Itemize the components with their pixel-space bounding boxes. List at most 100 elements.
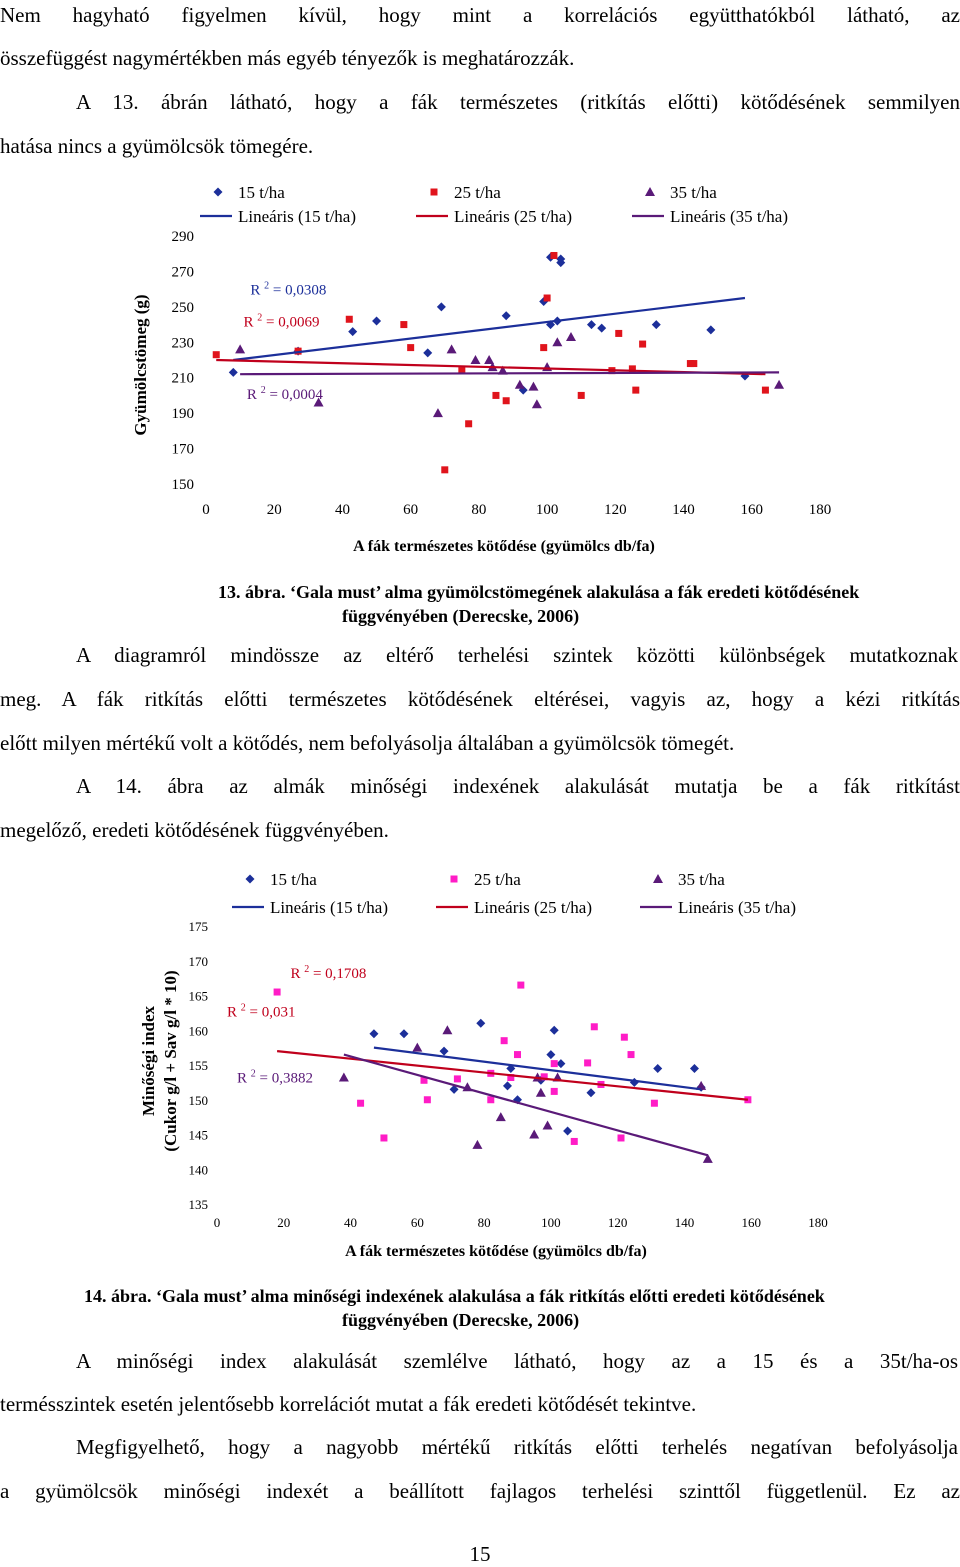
y-tick-label: 190 <box>172 406 195 422</box>
figure-13-chart: 150 170 190 210 230 250 270 290 0 20 40 60 80 100 120 1… <box>131 183 832 555</box>
data-point <box>570 1137 578 1145</box>
y-tick-label: 135 <box>189 1197 209 1212</box>
figure-13-caption: függvényében (Derecske, 2006) <box>342 606 580 626</box>
y-tick-label: 230 <box>172 335 195 351</box>
r-squared-label: R 2 = 0,0069 <box>244 312 320 330</box>
data-point <box>412 1042 423 1052</box>
data-point <box>442 1025 453 1035</box>
data-point <box>706 325 716 335</box>
paragraph-line: előtt milyen mértékű volt a kötődés, nem… <box>0 731 735 755</box>
x-tick-label: 40 <box>344 1215 357 1230</box>
page-number: 15 <box>469 1542 491 1566</box>
data-point <box>774 379 785 389</box>
paragraph-line: A minőségi index alakulását szemlélve lá… <box>76 1349 958 1373</box>
data-point <box>506 1063 516 1073</box>
x-tick-label: 0 <box>202 502 210 518</box>
data-point <box>543 294 551 302</box>
data-point <box>357 1099 365 1107</box>
data-point <box>399 1029 409 1039</box>
legend-label: 15 t/ha <box>238 183 285 202</box>
x-tick-label: 120 <box>608 1215 628 1230</box>
x-tick-label: 60 <box>411 1215 424 1230</box>
data-point <box>531 399 542 409</box>
paragraph-line: megelőző, eredeti kötődésének függvényéb… <box>0 818 389 842</box>
data-point <box>586 1088 596 1098</box>
x-tick-label: 20 <box>277 1215 290 1230</box>
data-point <box>615 329 623 337</box>
data-point <box>550 1060 558 1068</box>
y-tick-label: 150 <box>172 477 195 493</box>
data-point <box>369 1029 379 1039</box>
data-point <box>528 381 539 391</box>
data-point <box>449 1084 459 1094</box>
data-point <box>617 1134 625 1142</box>
data-point <box>546 1050 556 1060</box>
data-point <box>458 367 466 375</box>
data-point <box>542 362 553 372</box>
data-point <box>535 1087 546 1097</box>
data-point <box>470 355 481 364</box>
x-tick-label: 0 <box>214 1215 221 1230</box>
figure-14-chart: 135 140 145 150 155 160 165 170 175 0 20 40 60 80 100 1… <box>139 870 828 1260</box>
r-squared-label: R 2 = 0,3882 <box>237 1068 313 1086</box>
data-point <box>407 344 415 352</box>
data-point <box>556 258 566 268</box>
legend-label: 35 t/ha <box>678 870 725 889</box>
data-point <box>550 251 558 259</box>
y-axis-label: Gyümölcstömeg (g) <box>131 294 150 435</box>
r-squared-label: R 2 = 0,031 <box>227 1002 295 1020</box>
data-point <box>476 1018 486 1028</box>
trendline <box>240 371 780 376</box>
data-point <box>597 323 607 333</box>
r-squared-label: R 2 = 0,0004 <box>247 385 323 403</box>
y-tick-label: 170 <box>172 442 195 458</box>
data-point <box>650 1099 658 1107</box>
data-point <box>761 386 769 394</box>
data-point <box>556 1059 566 1069</box>
data-point <box>348 327 358 337</box>
y-tick-label: 250 <box>172 300 195 316</box>
data-point <box>590 1023 598 1031</box>
legend-label: Lineáris (15 t/ha) <box>238 207 356 226</box>
x-tick-label: 180 <box>809 502 832 518</box>
data-point <box>273 988 281 996</box>
x-tick-label: 100 <box>541 1215 561 1230</box>
data-point <box>501 311 511 321</box>
data-point <box>439 1046 449 1056</box>
data-point <box>441 466 449 474</box>
y-tick-label: 170 <box>189 954 209 969</box>
data-point <box>212 351 220 359</box>
x-axis-label: A fák természetes kötődése (gyümölcs db/… <box>345 1243 647 1260</box>
data-point <box>313 397 324 407</box>
paragraph-line: Nem hagyható figyelmen kívül, hogy mint … <box>0 3 960 27</box>
legend-label: 25 t/ha <box>454 183 501 202</box>
figure-13-caption: 13. ábra. ‘Gala must’ alma gyümölcstömeg… <box>218 582 860 602</box>
paragraph-line: összefüggést nagymértékben más egyéb tén… <box>0 46 575 70</box>
x-tick-label: 20 <box>267 502 282 518</box>
figure-14-caption: 14. ábra. ‘Gala must’ alma minőségi inde… <box>84 1286 825 1306</box>
x-tick-label: 140 <box>672 502 695 518</box>
data-point <box>565 331 576 341</box>
data-point <box>507 1074 515 1082</box>
legend-marker <box>213 187 223 197</box>
data-point <box>539 297 549 307</box>
legend-label: Lineáris (35 t/ha) <box>670 207 788 226</box>
data-point <box>423 348 433 358</box>
x-axis-label: A fák természetes kötődése (gyümölcs db/… <box>353 538 655 555</box>
paragraph-line: A diagramról mindössze az eltérő terhelé… <box>76 643 958 667</box>
data-point <box>423 1096 431 1104</box>
legend-label: 25 t/ha <box>474 870 521 889</box>
x-tick-label: 80 <box>478 1215 491 1230</box>
data-point <box>228 367 238 377</box>
legend-label: 35 t/ha <box>670 183 717 202</box>
data-point <box>492 391 500 399</box>
data-point <box>453 1075 461 1083</box>
trendline <box>276 1050 748 1101</box>
legend-marker <box>653 874 663 883</box>
data-point <box>563 1126 573 1136</box>
r-squared-label: R 2 = 0,1708 <box>290 964 366 982</box>
data-point <box>702 1153 713 1163</box>
data-point <box>540 344 548 352</box>
data-point <box>651 320 661 330</box>
x-tick-label: 160 <box>741 1215 761 1230</box>
